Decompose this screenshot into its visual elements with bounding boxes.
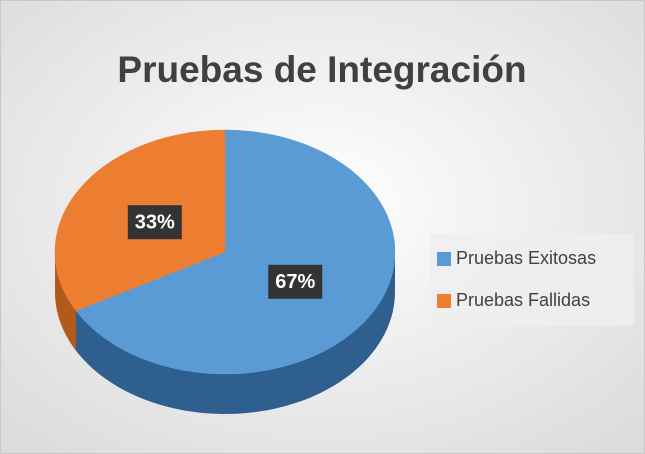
chart-title: Pruebas de Integración (117, 49, 526, 90)
data-label: 33% (135, 211, 175, 233)
legend-label: Pruebas Fallidas (456, 290, 590, 310)
data-label: 67% (275, 271, 315, 293)
pie-slice (75, 129, 396, 375)
legend-swatch (437, 252, 451, 266)
pie-side (76, 252, 395, 414)
data-label-box (268, 264, 323, 299)
legend-label: Pruebas Exitosas (456, 248, 596, 268)
legend-swatch (437, 294, 451, 308)
data-label-box (127, 205, 182, 240)
pie-side (55, 252, 76, 351)
legend-box (430, 234, 634, 326)
